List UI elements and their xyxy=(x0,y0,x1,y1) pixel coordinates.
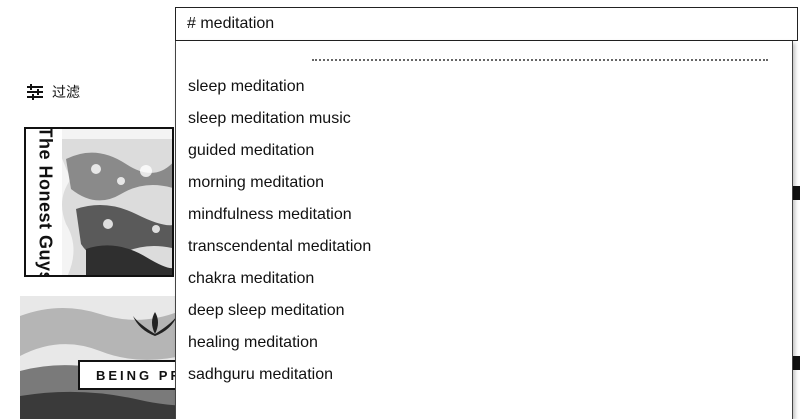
result-thumbnail[interactable]: The Honest Guys xyxy=(24,127,174,277)
suggestion-item[interactable]: deep sleep meditation xyxy=(188,302,345,319)
suggestion-item[interactable]: sleep meditation xyxy=(188,78,305,95)
suggestion-item[interactable]: mindfulness meditation xyxy=(188,206,352,223)
side-item xyxy=(793,356,800,370)
suggestion-item[interactable]: sadhguru meditation xyxy=(188,366,333,383)
channel-name: The Honest Guys xyxy=(35,127,56,277)
filter-button[interactable]: 过滤 xyxy=(26,82,80,102)
suggestion-item[interactable]: transcendental meditation xyxy=(188,238,372,255)
suggestion-list: sleep meditation sleep meditation music … xyxy=(176,71,792,391)
suggestion-item[interactable]: guided meditation xyxy=(188,142,315,159)
suggestion-item[interactable]: sleep meditation music xyxy=(188,110,351,127)
search-input[interactable] xyxy=(187,15,797,33)
suggestion-item[interactable]: chakra meditation xyxy=(188,270,315,287)
divider xyxy=(312,59,768,61)
suggestions-dropdown: sleep meditation sleep meditation music … xyxy=(175,41,793,419)
suggestion-item[interactable]: healing meditation xyxy=(188,334,318,351)
suggestion-item[interactable]: morning meditation xyxy=(188,174,325,191)
filter-label: 过滤 xyxy=(52,85,80,101)
search-box[interactable] xyxy=(175,7,798,41)
filter-sliders-icon xyxy=(26,83,44,101)
side-item xyxy=(793,186,800,200)
